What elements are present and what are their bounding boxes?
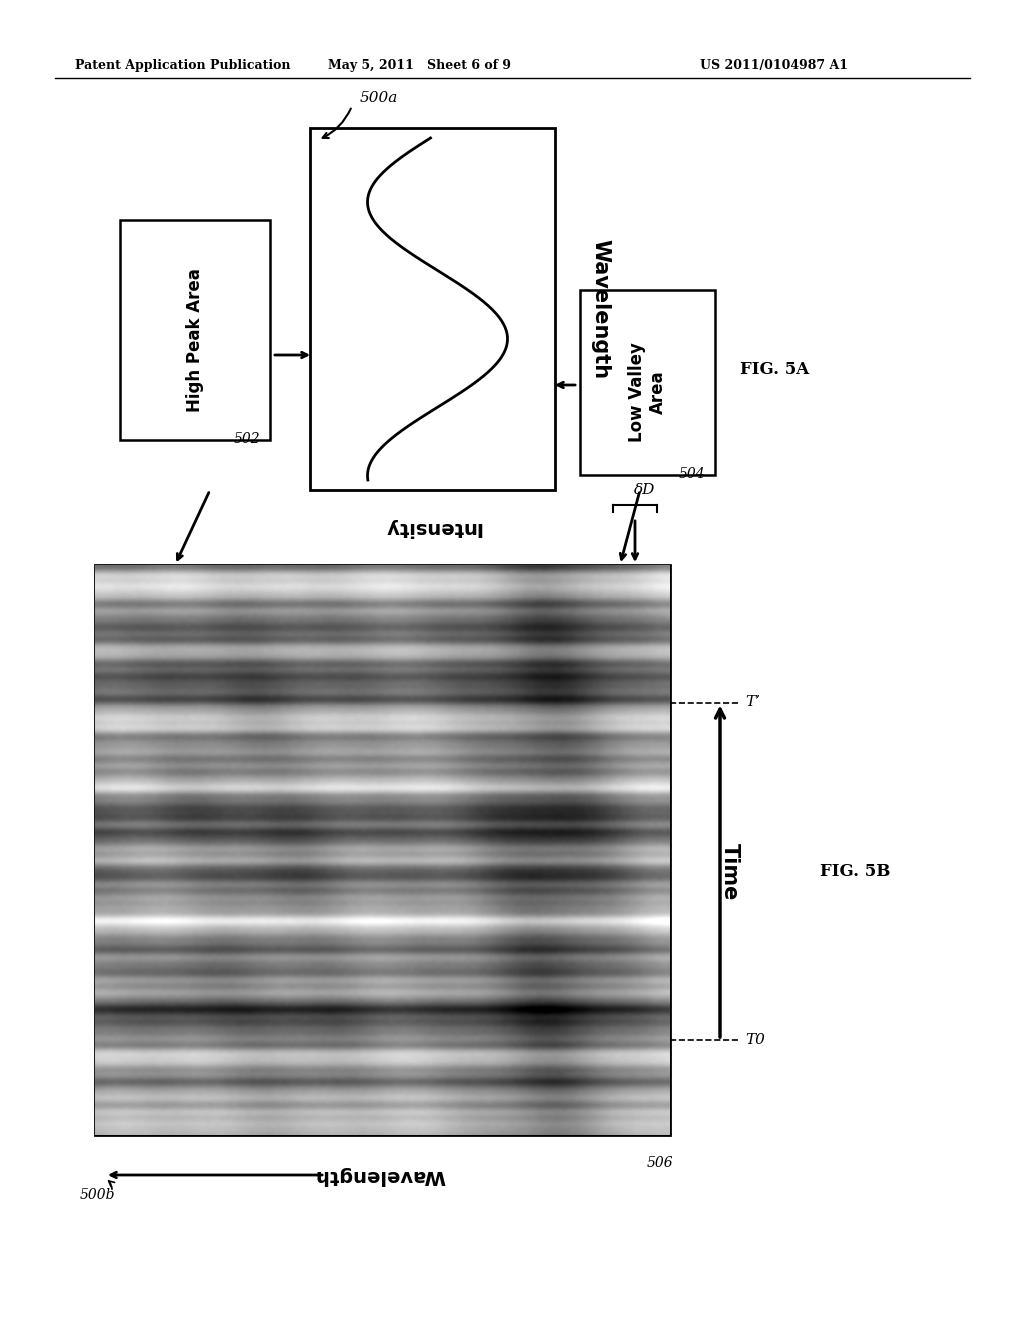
Text: High Peak Area: High Peak Area [186,268,204,412]
Text: Patent Application Publication: Patent Application Publication [75,58,291,71]
Text: May 5, 2011   Sheet 6 of 9: May 5, 2011 Sheet 6 of 9 [329,58,512,71]
Bar [95,565,670,1135]
Text: Wavelength: Wavelength [590,239,610,379]
Text: T’: T’ [745,696,760,710]
Bar [595,660,670,744]
Text: Wavelength: Wavelength [314,1166,445,1184]
Text: FIG. 5A: FIG. 5A [740,362,809,379]
Text: FIG. 5B: FIG. 5B [820,863,891,879]
Text: Time: Time [720,842,740,900]
Text: 504: 504 [678,467,705,480]
Bar [120,220,270,440]
Bar [580,290,715,475]
Text: δD: δD [634,483,655,498]
Bar [595,1001,670,1080]
Text: 508: 508 [612,862,638,879]
Text: 506: 506 [647,1156,674,1170]
Bar [310,128,555,490]
Text: 500a: 500a [360,91,398,106]
Text: 502: 502 [233,432,260,446]
Text: US 2011/0104987 A1: US 2011/0104987 A1 [700,58,848,71]
Text: Low Valley
Area: Low Valley Area [628,343,667,442]
Text: 500b: 500b [80,1188,116,1203]
Text: T0: T0 [745,1034,765,1047]
Text: Intensity: Intensity [384,519,481,537]
